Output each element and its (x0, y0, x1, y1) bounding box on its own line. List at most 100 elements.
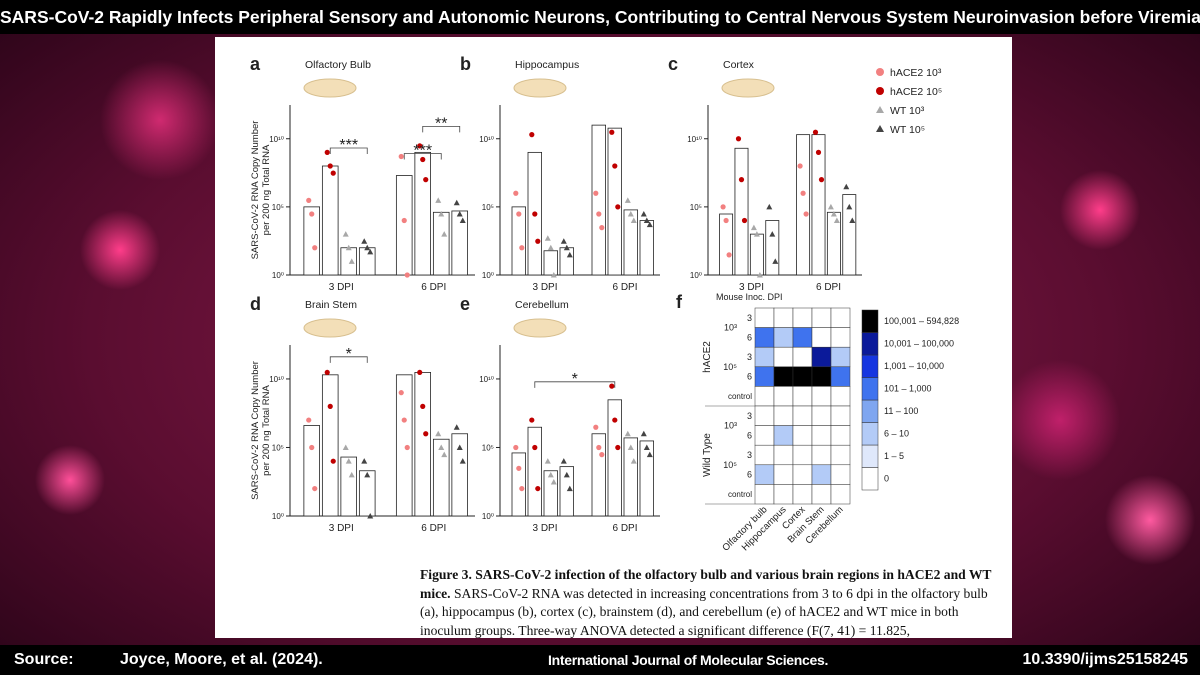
data-point (529, 132, 535, 138)
data-point (827, 203, 834, 210)
color-key (861, 354, 879, 378)
brain-icon (513, 78, 567, 98)
panel-letter: a (250, 54, 261, 74)
data-point (544, 458, 551, 464)
source-label: Source: (14, 651, 74, 668)
panel-letter: f (676, 292, 683, 312)
data-point (849, 217, 856, 224)
data-point (550, 272, 557, 278)
row-label: 6 (747, 372, 752, 382)
y-tick-label: 10⁰ (482, 271, 494, 280)
heatmap-cell (830, 307, 851, 328)
bar (340, 456, 358, 517)
data-point (423, 431, 429, 437)
bar (623, 437, 639, 517)
heatmap-cell (792, 386, 813, 407)
heatmap-cell (830, 464, 851, 485)
bar (639, 220, 655, 276)
slide-title: SARS-CoV-2 Rapidly Infects Peripheral Se… (0, 0, 1200, 34)
significance-label: * (572, 371, 578, 388)
y-tick-label: 10⁵ (690, 203, 702, 212)
color-key (861, 309, 879, 333)
bar (432, 211, 450, 276)
data-point (843, 183, 850, 190)
legend-marker (876, 106, 884, 113)
data-point (560, 238, 567, 244)
heatmap-cell (830, 346, 851, 368)
data-point (615, 444, 621, 451)
heatmap-cell (773, 484, 794, 505)
data-point (563, 244, 570, 251)
data-point (720, 204, 726, 210)
data-point (330, 458, 336, 464)
data-point (769, 231, 776, 237)
data-point (609, 383, 615, 389)
data-point (646, 451, 653, 458)
data-point (547, 244, 554, 251)
significance-label: *** (413, 143, 432, 160)
heatmap-cell (754, 444, 775, 466)
heatmap-cell (830, 425, 851, 446)
data-point (612, 163, 618, 169)
data-point (364, 471, 371, 478)
data-point (417, 143, 423, 149)
legend-label: WT 10⁵ (890, 124, 925, 136)
data-point (306, 197, 312, 203)
bar (358, 470, 376, 517)
data-point (596, 211, 602, 217)
heatmap-cell (811, 386, 832, 407)
data-point (566, 485, 573, 492)
data-point (516, 211, 522, 217)
doi: 10.3390/ijms25158245 (1022, 651, 1188, 668)
color-key (861, 467, 879, 491)
heatmap-cell (830, 405, 851, 426)
y-tick-label: 10¹⁰ (479, 375, 494, 384)
heatmap-cell (773, 405, 794, 426)
heatmap-cell (754, 425, 775, 446)
heatmap-cell (773, 464, 794, 485)
brain-icon (513, 318, 567, 338)
bar (749, 233, 764, 276)
color-key-label: 1,001 – 10,000 (884, 361, 944, 371)
heatmap-cell (792, 366, 813, 387)
data-point (348, 471, 355, 478)
brain-icon (303, 78, 357, 98)
bar (414, 151, 432, 276)
data-point (327, 163, 333, 169)
x-tick-label: 6 DPI (612, 282, 637, 293)
data-point (615, 204, 621, 210)
data-point (726, 252, 732, 258)
bar (842, 194, 857, 276)
bar (303, 206, 321, 276)
heatmap-cell (773, 366, 794, 387)
data-point (803, 211, 809, 217)
data-point (812, 129, 819, 135)
data-point (738, 177, 745, 183)
data-point (772, 258, 779, 264)
dose-label: 10⁵ (723, 460, 737, 470)
data-point (550, 479, 557, 485)
heatmap-cell (792, 327, 813, 348)
heatmap-cell (773, 327, 794, 348)
heatmap-cell (792, 346, 813, 368)
heatmap-cell (792, 307, 813, 328)
heatmap-cell (754, 307, 775, 328)
significance-bracket (422, 125, 461, 133)
significance-bracket (534, 381, 616, 388)
data-point (599, 225, 605, 231)
panel-title: Cortex (723, 59, 755, 71)
data-point (529, 417, 535, 423)
data-point (593, 424, 599, 430)
legend-label: WT 10³ (890, 105, 925, 117)
bar (527, 426, 543, 517)
data-point (766, 203, 773, 210)
y-tick-label: 10¹⁰ (269, 375, 284, 384)
data-point (643, 444, 650, 450)
data-point (398, 390, 404, 396)
legend-marker (876, 68, 884, 76)
data-point (630, 217, 637, 224)
color-key (861, 399, 879, 423)
data-point (596, 444, 602, 451)
significance-bracket (403, 153, 442, 160)
